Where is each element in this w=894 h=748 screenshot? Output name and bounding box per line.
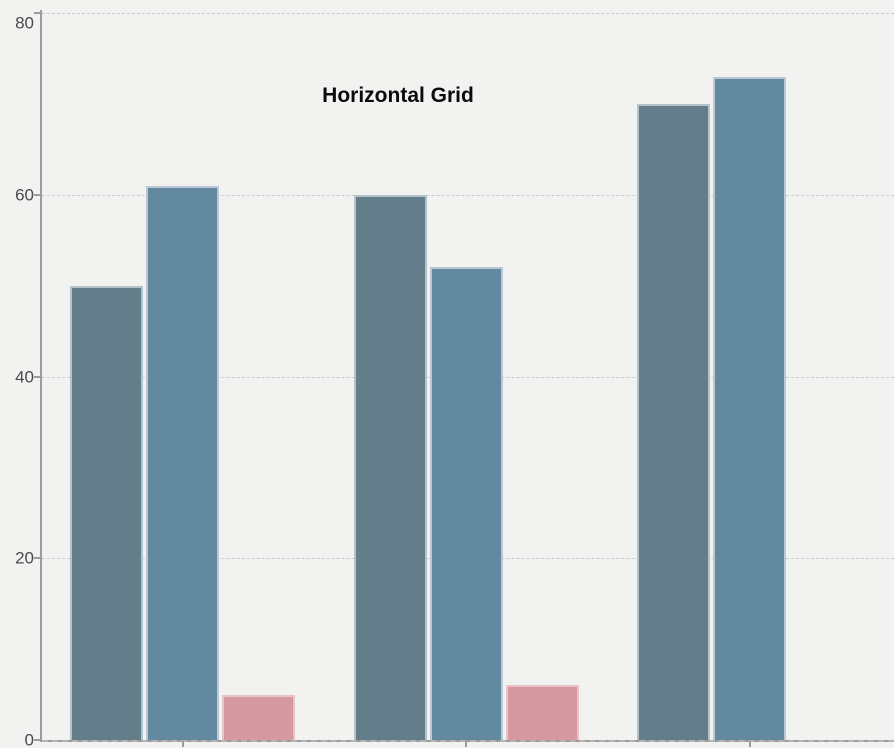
bar-steel-blue-series-group-3 bbox=[713, 76, 786, 740]
x-axis-dash-overlay bbox=[42, 740, 894, 742]
x-tick-mark-group-1 bbox=[181, 741, 184, 747]
bar-pink-series-group-1 bbox=[222, 694, 295, 740]
y-tick-label-80: 80 bbox=[15, 13, 34, 33]
gridline-60 bbox=[42, 194, 894, 196]
y-tick-label-40: 40 bbox=[15, 367, 34, 386]
bar-steel-blue-series-group-2 bbox=[429, 267, 503, 740]
y-tick-mark-40 bbox=[34, 375, 41, 378]
bar-dark-slate-series-group-2 bbox=[353, 194, 427, 740]
chart-title: Horizontal Grid bbox=[322, 84, 474, 107]
y-tick-label-20: 20 bbox=[15, 548, 34, 568]
y-tick-mark-0 bbox=[34, 739, 41, 741]
x-tick-mark-group-2 bbox=[465, 741, 467, 747]
bar-dark-slate-series-group-1 bbox=[70, 285, 143, 740]
y-tick-mark-20 bbox=[34, 557, 41, 560]
y-axis-line bbox=[40, 10, 42, 742]
y-tick-label-60: 60 bbox=[15, 185, 34, 205]
gridline-80 bbox=[42, 13, 894, 14]
y-tick-mark-60 bbox=[34, 193, 41, 196]
bar-steel-blue-series-group-1 bbox=[146, 185, 219, 740]
bar-dark-slate-series-group-3 bbox=[637, 103, 710, 740]
y-tick-label-0: 0 bbox=[24, 730, 34, 748]
bar-pink-series-group-2 bbox=[505, 685, 579, 740]
y-tick-mark-80 bbox=[34, 12, 41, 14]
x-tick-mark-group-3 bbox=[748, 741, 751, 747]
